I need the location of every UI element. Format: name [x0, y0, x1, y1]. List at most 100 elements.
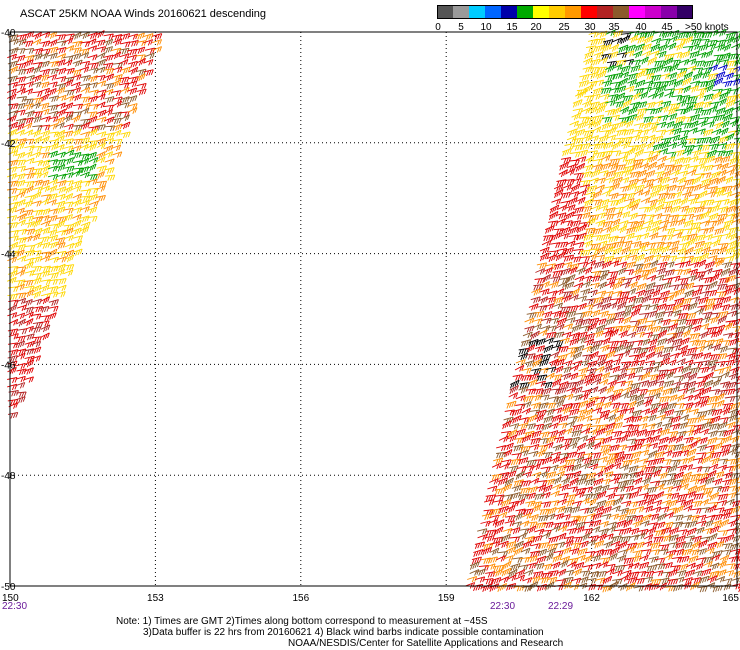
- wind-barb: [714, 507, 725, 514]
- wind-barb: [647, 379, 658, 388]
- colorbar-swatch: [469, 5, 485, 19]
- wind-barb: [88, 128, 98, 137]
- wind-barb: [666, 151, 677, 158]
- wind-barb: [512, 374, 523, 381]
- wind-barb: [23, 209, 34, 216]
- wind-barb: [542, 563, 553, 571]
- wind-barb: [143, 69, 154, 77]
- wind-barb: [641, 262, 652, 270]
- wind-barb: [685, 353, 697, 360]
- wind-barb: [712, 302, 723, 311]
- wind-barb: [667, 542, 678, 549]
- wind-barb: [705, 298, 716, 306]
- wind-barb: [681, 85, 692, 94]
- wind-barb: [694, 92, 705, 100]
- wind-barb: [56, 53, 67, 60]
- wind-barb: [689, 515, 700, 522]
- wind-barb: [56, 82, 67, 90]
- wind-barb: [685, 387, 696, 394]
- wind-barb: [637, 317, 648, 326]
- wind-barb: [558, 492, 569, 499]
- wind-barb: [618, 330, 629, 339]
- wind-barb: [645, 351, 656, 361]
- wind-barb: [55, 200, 66, 208]
- wind-barb: [647, 161, 658, 171]
- wind-barb: [670, 386, 681, 395]
- wind-barb: [564, 499, 575, 507]
- wind-barb: [572, 568, 583, 577]
- wind-barb: [722, 578, 733, 585]
- wind-barb: [664, 164, 675, 171]
- wind-barb: [572, 107, 584, 115]
- wind-barb: [104, 158, 115, 165]
- wind-barb: [603, 39, 614, 47]
- wind-barb: [7, 222, 19, 229]
- wind-barb: [641, 50, 652, 58]
- wind-barb: [72, 198, 82, 207]
- wind-barb: [112, 123, 123, 131]
- wind-barb: [674, 288, 686, 297]
- wind-barb: [629, 562, 640, 569]
- wind-barb: [680, 260, 691, 267]
- wind-barb: [63, 264, 75, 271]
- wind-barb: [703, 164, 714, 172]
- wind-barb: [687, 372, 698, 382]
- latitude-label: -42: [1, 139, 16, 150]
- wind-barb: [654, 91, 665, 99]
- wind-barb: [701, 527, 712, 535]
- wind-barb: [626, 438, 637, 445]
- wind-barb: [574, 91, 585, 99]
- colorbar-tick-label: 0: [435, 22, 441, 33]
- wind-barb: [701, 241, 712, 249]
- wind-barb: [485, 494, 497, 502]
- wind-barb: [731, 542, 740, 551]
- wind-barb: [718, 242, 729, 250]
- wind-barb: [39, 87, 51, 95]
- wind-barb: [104, 174, 116, 181]
- wind-barb: [14, 123, 25, 131]
- wind-barb: [709, 570, 720, 579]
- wind-barb: [112, 66, 123, 73]
- wind-barb: [577, 548, 588, 556]
- wind-barb: [611, 462, 622, 470]
- wind-barb: [712, 585, 723, 593]
- wind-barb: [95, 194, 106, 202]
- wind-barb: [676, 247, 687, 256]
- wind-barb: [47, 52, 58, 60]
- wind-barb: [7, 366, 17, 375]
- wind-barb: [624, 120, 634, 128]
- colorbar-tick-label: 45: [661, 22, 673, 33]
- wind-barb: [595, 465, 606, 472]
- wind-barb: [23, 59, 34, 67]
- wind-barb: [731, 35, 740, 44]
- wind-barb: [667, 578, 679, 586]
- wind-barb: [7, 376, 18, 384]
- wind-barb: [546, 435, 557, 444]
- wind-barb: [8, 121, 19, 130]
- wind-barb: [604, 246, 614, 256]
- wind-barb: [581, 457, 593, 465]
- wind-barb: [658, 369, 669, 376]
- wind-barb: [549, 204, 560, 214]
- wind-barb: [683, 402, 694, 409]
- wind-barb: [629, 320, 641, 327]
- latitude-label: -40: [1, 28, 16, 39]
- wind-barb: [610, 358, 621, 366]
- wind-barb: [729, 337, 740, 346]
- wind-barb: [677, 422, 688, 430]
- wind-barb: [654, 483, 665, 491]
- wind-barb: [593, 548, 604, 557]
- wind-barb: [128, 66, 139, 75]
- wind-barb: [119, 33, 131, 40]
- wind-barb: [612, 422, 623, 430]
- wind-barb: [591, 441, 602, 450]
- wind-barb: [31, 145, 43, 152]
- wind-barb: [714, 189, 725, 198]
- wind-barb: [31, 346, 42, 354]
- wind-barb: [720, 267, 731, 277]
- wind-barb: [80, 118, 91, 125]
- wind-barb: [580, 179, 591, 187]
- wind-barb: [666, 436, 677, 444]
- wind-barb: [570, 332, 581, 340]
- wind-barb: [674, 185, 686, 192]
